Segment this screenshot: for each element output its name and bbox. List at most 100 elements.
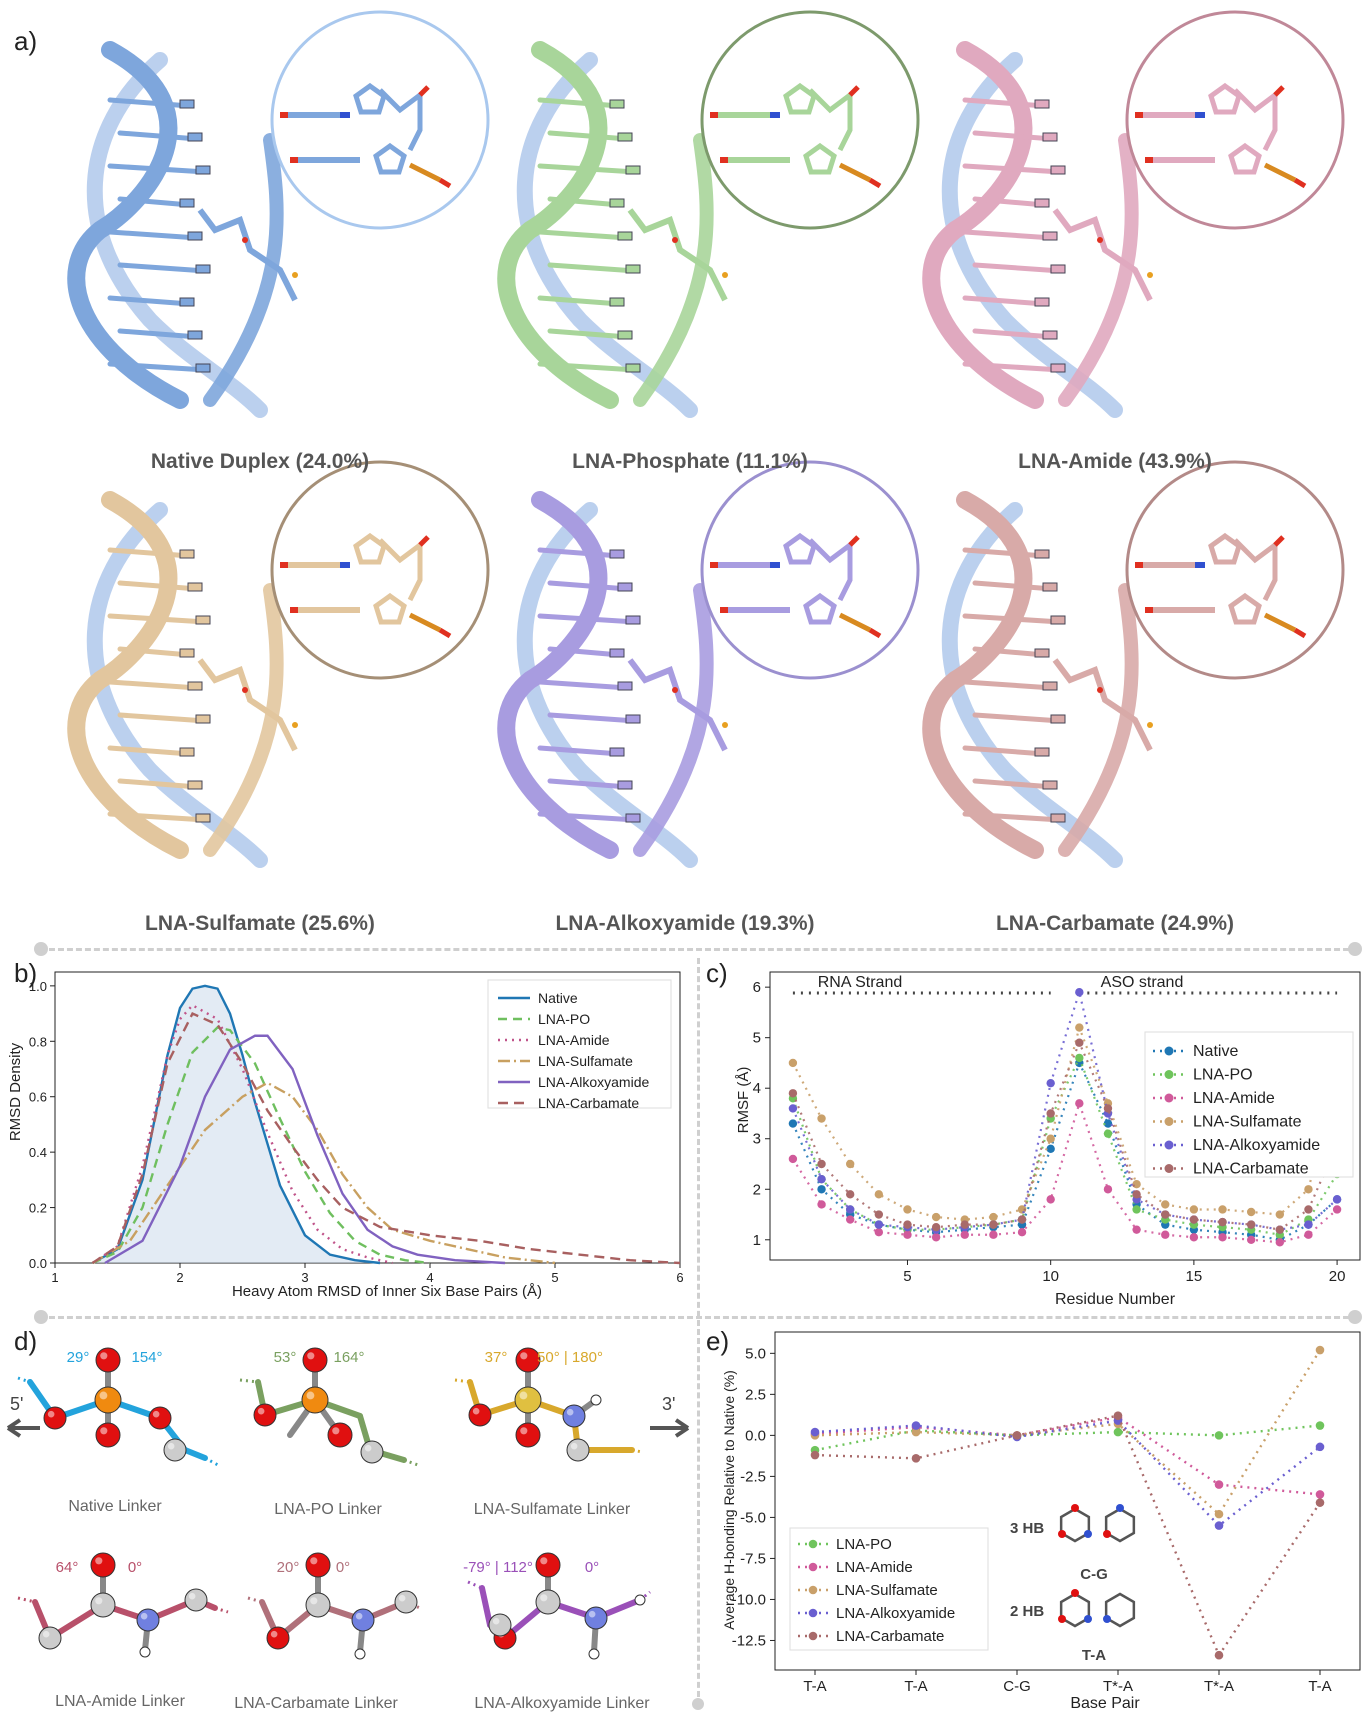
linker-sticks [627,208,728,302]
x-tick-label: 5 [903,1268,911,1285]
y-tick-label: -5.0 [740,1509,766,1526]
legend-label: LNA-PO [1193,1067,1253,1084]
phosphate-stick [408,162,442,183]
hydrogen-atom [354,1648,366,1660]
y-tick-label: 6 [753,979,761,996]
highlight [332,1427,340,1435]
base-rung [107,679,201,691]
structure-caption-amide: LNA-Amide (43.9%) [1018,450,1212,473]
base-rung [547,778,631,790]
heteroatom [1084,1615,1092,1623]
base-rung [547,262,639,274]
sulfamate-angle-2: 50° | 180° [537,1349,603,1366]
oxygen-stick [1293,177,1307,189]
base-rung [972,778,1056,790]
zoom-circle [1125,460,1345,680]
highlight [492,1617,500,1625]
oxygen-atom [253,1403,277,1427]
base-block [1034,747,1050,757]
linker-molecule [280,86,452,189]
oxygen-atom [1097,237,1103,243]
oxygen-atom [242,237,248,243]
hydrogen-atom [634,1594,646,1606]
base-rung [107,547,193,559]
data-point [788,1104,798,1113]
base-rung [962,97,1048,109]
legend-marker [1164,1046,1174,1056]
oxygen-atom [1097,687,1103,693]
ribbon-strand [922,41,1044,409]
data-point [1046,1109,1055,1118]
series-line [791,1055,1339,1236]
highlight [540,1557,548,1565]
chart-e-ylabel: Average H-bonding Relative to Native (%) [721,1370,737,1630]
base-block [1050,165,1066,175]
duplex-structure [497,460,920,868]
x-tick-label: 5 [551,1270,558,1285]
carbon-atom [535,1589,561,1615]
adenine-ring-icon [1104,1592,1136,1628]
base-block [187,132,203,142]
data-point [845,1205,855,1214]
duplex-structure [67,10,490,418]
legend-marker [808,1539,818,1549]
base-rung [547,580,631,592]
divider-dot [34,942,48,956]
phosphate-stick [838,612,872,633]
oxygen-stick [868,627,882,639]
base-rung [972,712,1064,724]
highlight [588,1610,596,1618]
phosphorus-atom [292,722,298,728]
heteroatom [1103,1530,1111,1538]
thymine-ring-icon [1059,1592,1091,1628]
x-tick-label: 10 [1042,1268,1059,1285]
oxygen-atom [95,1347,121,1373]
carbon-atom [305,1592,331,1618]
rna-strand-label: RNA Strand [818,974,902,991]
base-rung [537,295,623,307]
base-block [195,165,211,175]
data-point [1246,1207,1256,1217]
base-rung [537,547,623,559]
ribbon-strand [1058,583,1139,857]
highlight [257,1407,265,1415]
data-point [788,1058,798,1068]
legend-marker [808,1631,818,1641]
data-point [911,1454,921,1463]
data-point [788,1089,798,1098]
base-block [1050,714,1066,724]
data-point [903,1220,912,1229]
highlight [47,1410,55,1418]
duplex-structure [922,460,1345,868]
highlight [636,1596,640,1600]
hbonding-chart: T-A T-A C-G T*-A T*-A T-A 5.0 2.5 0.0 -2.5 -5.0 -7.… [721,1331,1361,1712]
base-block [195,363,211,373]
highlight [167,1442,175,1450]
base-block [625,615,641,625]
base-rung [117,130,201,142]
oxygen-stick [438,627,452,639]
base-rung [107,229,201,241]
inset-ta-label: T-A [1082,1647,1106,1664]
base-rung [962,679,1056,691]
data-point [1275,1225,1285,1234]
x-tick-label: C-G [1003,1678,1031,1695]
duplex-structure [67,460,490,868]
y-tick-label: 3 [753,1131,761,1148]
data-point [1075,1099,1084,1108]
legend-label: LNA-Alkoxyamide [538,1074,649,1090]
data-point [1189,1205,1199,1214]
base-block [1042,681,1058,691]
legend-marker [808,1608,818,1618]
data-point [1315,1345,1325,1355]
po-linker-label: LNA-PO Linker [274,1501,382,1518]
data-point [810,1427,820,1437]
structure-caption-alkoxyamide: LNA-Alkoxyamide (19.3%) [555,912,815,935]
legend-box [487,979,672,1109]
chart-b-xlabel: Heavy Atom RMSD of Inner Six Base Pairs … [232,1283,542,1300]
y-tick-label: 0.6 [29,1090,47,1105]
base-block [179,198,195,208]
carbamate-linker-label: LNA-Carbamate Linker [234,1695,398,1712]
legend-marker [808,1562,818,1572]
oxygen-stick [848,535,860,547]
